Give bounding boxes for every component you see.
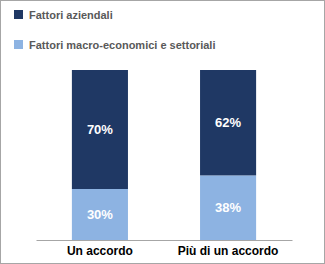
bar-segment xyxy=(72,70,128,189)
legend-swatch xyxy=(14,10,23,19)
bar-segment xyxy=(72,189,128,240)
x-axis: Un accordo Più di un accordo xyxy=(37,240,293,258)
chart-frame xyxy=(1,1,325,264)
data-labels: 30% 38% 70% 62% xyxy=(87,115,242,222)
x-tick-label: Un accordo xyxy=(67,244,133,258)
legend: Fattori aziendali Fattori macro-economici… xyxy=(14,9,215,51)
data-label: 38% xyxy=(215,200,241,215)
x-tick: Un accordo xyxy=(67,240,133,258)
bar-segment xyxy=(200,70,256,175)
chart: 30% 38% 70% 62% Un accordo Più di un accordo F… xyxy=(0,0,325,264)
x-tick-label: Più di un accordo xyxy=(178,244,279,258)
bar-segment xyxy=(200,175,256,240)
x-tick: Più di un accordo xyxy=(178,240,279,258)
data-label: 30% xyxy=(87,207,113,222)
data-label: 70% xyxy=(87,122,113,137)
data-label: 62% xyxy=(215,115,241,130)
legend-label: Fattori aziendali xyxy=(29,9,113,21)
x-axis-line xyxy=(37,240,293,241)
legend-swatch xyxy=(14,40,23,49)
bars xyxy=(72,70,256,240)
legend-label: Fattori macro-economici e settoriali xyxy=(29,39,215,51)
